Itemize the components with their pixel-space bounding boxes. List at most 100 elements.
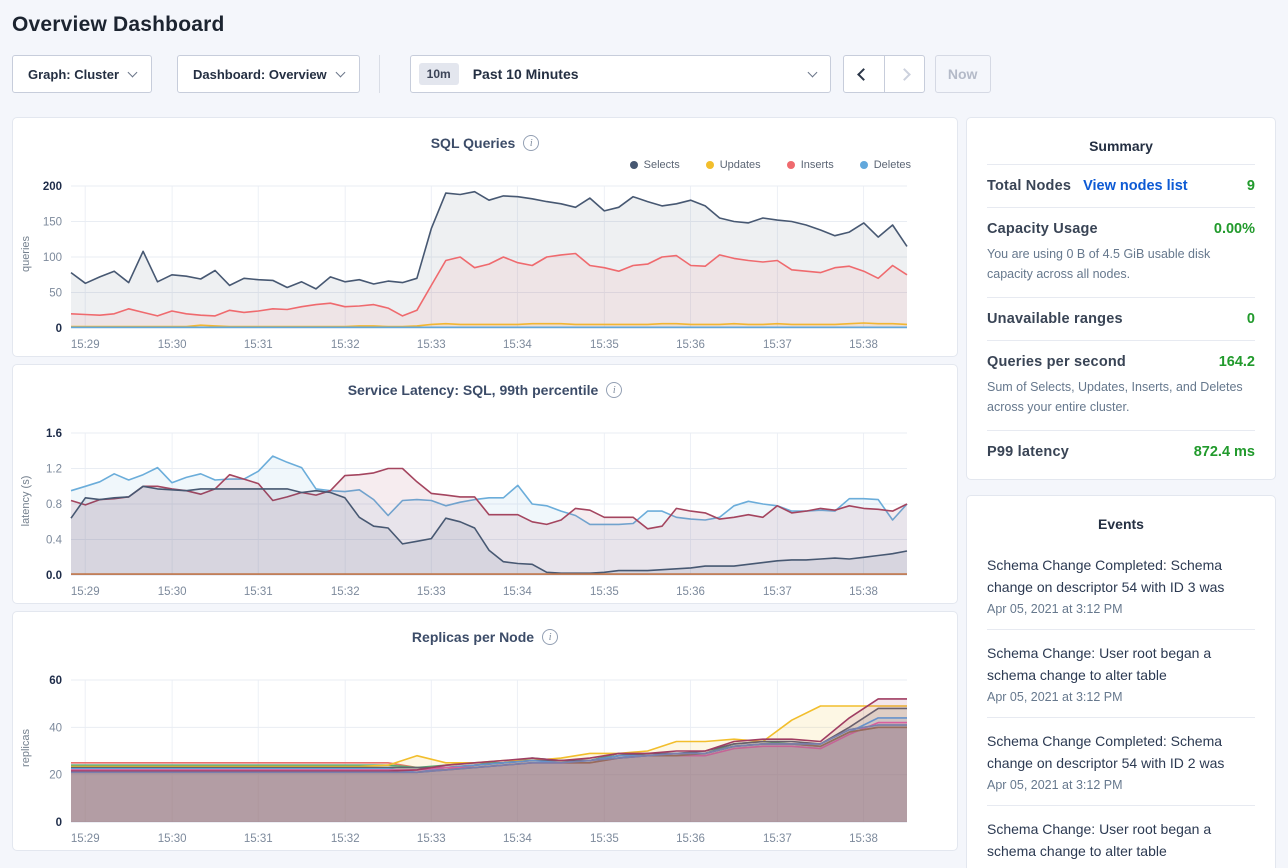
info-icon[interactable]: i — [606, 382, 623, 398]
summary-value: 164.2 — [1218, 354, 1255, 370]
graph-dropdown[interactable]: Graph: Cluster — [12, 55, 153, 93]
prev-range-button[interactable] — [844, 56, 884, 92]
svg-text:15:38: 15:38 — [849, 586, 878, 598]
svg-text:15:37: 15:37 — [763, 339, 792, 351]
summary-value: 872.4 ms — [1193, 444, 1255, 460]
svg-text:150: 150 — [43, 217, 62, 229]
summary-row-unavailable-ranges: Unavailable ranges 0 — [987, 297, 1255, 340]
legend-label: Selects — [643, 159, 680, 171]
svg-text:15:29: 15:29 — [71, 833, 100, 845]
toolbar-divider — [378, 55, 380, 93]
event-item: Schema Change Completed: Schema change o… — [987, 542, 1255, 630]
legend-item: Deletes — [859, 159, 911, 171]
sql-queries-chart-area[interactable]: 15:29 15:30 15:31 15:32 15:33 15:34 15:35 15:36… — [13, 176, 957, 356]
dashboard-dropdown[interactable]: Dashboard: Overview — [177, 55, 360, 93]
page-title: Overview Dashboard — [12, 13, 225, 36]
summary-row-total-nodes: Total Nodes View nodes list 9 — [987, 164, 1255, 207]
svg-text:15:34: 15:34 — [503, 339, 532, 351]
svg-text:20: 20 — [49, 770, 62, 782]
legend-dot — [786, 161, 795, 169]
events-panel: Events Schema Change Completed: Schema c… — [966, 495, 1276, 868]
svg-text:15:38: 15:38 — [849, 833, 878, 845]
time-range-label: Past 10 Minutes — [472, 66, 579, 82]
svg-text:200: 200 — [43, 181, 62, 193]
event-item: Schema Change Completed: Schema change o… — [987, 718, 1255, 806]
svg-text:15:35: 15:35 — [590, 833, 619, 845]
svg-text:15:34: 15:34 — [503, 586, 532, 598]
event-text: Schema Change Completed: Schema change o… — [987, 733, 1225, 771]
summary-label: Queries per second — [987, 354, 1126, 370]
legend-dot — [629, 161, 638, 169]
svg-text:15:31: 15:31 — [244, 339, 273, 351]
chevron-left-icon — [857, 67, 871, 81]
svg-text:15:36: 15:36 — [676, 586, 705, 598]
replicas-chart-area[interactable]: 15:29 15:30 15:31 15:32 15:33 15:34 15:35 15:36… — [13, 670, 957, 850]
legend-dot — [705, 161, 714, 169]
svg-text:15:34: 15:34 — [503, 833, 532, 845]
time-step-buttons — [842, 55, 925, 93]
svg-text:15:31: 15:31 — [244, 586, 273, 598]
chevron-right-icon — [897, 67, 911, 81]
chevron-down-icon — [807, 67, 818, 78]
svg-text:50: 50 — [49, 288, 62, 300]
charts-column: SQL Queries i Selects Updates Inserts Delet… — [12, 117, 958, 851]
chart-title: SQL Queries — [430, 135, 516, 151]
service-latency-chart-area[interactable]: 15:29 15:30 15:31 15:32 15:33 15:34 15:35 15:36… — [13, 423, 957, 603]
summary-label: Capacity Usage — [987, 221, 1098, 237]
now-button[interactable]: Now — [934, 55, 991, 93]
svg-text:15:37: 15:37 — [763, 833, 792, 845]
legend-label: Updates — [719, 159, 761, 171]
summary-value: 0 — [1246, 311, 1255, 327]
replicas-per-node-panel: Replicas per Node i replicas 15:29 15:30 1… — [12, 611, 958, 851]
nodes-list-link[interactable]: View nodes list — [1083, 178, 1188, 194]
event-text: Schema Change Completed: Schema change o… — [987, 557, 1225, 595]
y-axis-label: queries — [20, 235, 32, 273]
svg-text:15:33: 15:33 — [417, 833, 446, 845]
svg-text:60: 60 — [49, 675, 62, 687]
svg-text:1.6: 1.6 — [46, 428, 62, 440]
legend-label: Inserts — [800, 159, 834, 171]
svg-text:0: 0 — [56, 817, 62, 829]
content: SQL Queries i Selects Updates Inserts Delet… — [12, 117, 1276, 868]
svg-text:15:31: 15:31 — [244, 833, 273, 845]
summary-row-capacity: Capacity Usage 0.00% You are using 0 B o… — [987, 207, 1255, 297]
side-column: Summary Total Nodes View nodes list 9 Ca… — [966, 117, 1276, 868]
svg-text:15:30: 15:30 — [158, 586, 187, 598]
svg-text:40: 40 — [49, 722, 62, 734]
summary-value: 9 — [1246, 178, 1255, 194]
event-time: Apr 05, 2021 at 3:12 PM — [987, 690, 1123, 704]
svg-text:15:35: 15:35 — [590, 586, 619, 598]
events-title: Events — [1098, 516, 1144, 532]
svg-text:15:36: 15:36 — [676, 339, 705, 351]
legend-dot — [859, 161, 868, 169]
svg-text:15:37: 15:37 — [763, 586, 792, 598]
event-item: Schema Change: User root began a schema … — [987, 630, 1255, 718]
event-time: Apr 05, 2021 at 3:12 PM — [987, 602, 1123, 616]
time-range-select[interactable]: 10m Past 10 Minutes — [409, 55, 831, 93]
next-range-button[interactable] — [883, 56, 924, 92]
time-range-badge: 10m — [418, 63, 459, 85]
svg-text:15:29: 15:29 — [71, 339, 100, 351]
event-time: Apr 05, 2021 at 3:11 PM — [987, 866, 1255, 868]
info-icon[interactable]: i — [542, 629, 559, 645]
summary-panel: Summary Total Nodes View nodes list 9 Ca… — [966, 117, 1276, 480]
y-axis-label: latency (s) — [20, 475, 32, 527]
dashboard-dropdown-label: Dashboard: Overview — [193, 66, 327, 82]
chart-title: Replicas per Node — [411, 629, 535, 645]
event-time: Apr 05, 2021 at 3:12 PM — [987, 778, 1123, 792]
svg-text:100: 100 — [43, 252, 62, 264]
events-list: Schema Change Completed: Schema change o… — [987, 542, 1255, 868]
summary-title: Summary — [1089, 138, 1153, 154]
chart-legend: Selects Updates Inserts Deletes — [13, 154, 957, 176]
summary-description: You are using 0 B of 4.5 GiB usable disk… — [987, 247, 1211, 281]
svg-text:15:38: 15:38 — [849, 339, 878, 351]
svg-text:15:30: 15:30 — [158, 339, 187, 351]
legend-item: Inserts — [786, 159, 834, 171]
svg-text:15:35: 15:35 — [590, 339, 619, 351]
svg-text:1.2: 1.2 — [46, 464, 62, 476]
svg-text:0.0: 0.0 — [46, 570, 62, 582]
event-item: Schema Change: User root began a schema … — [987, 806, 1255, 868]
info-icon[interactable]: i — [523, 135, 540, 151]
legend-item: Updates — [705, 159, 761, 171]
